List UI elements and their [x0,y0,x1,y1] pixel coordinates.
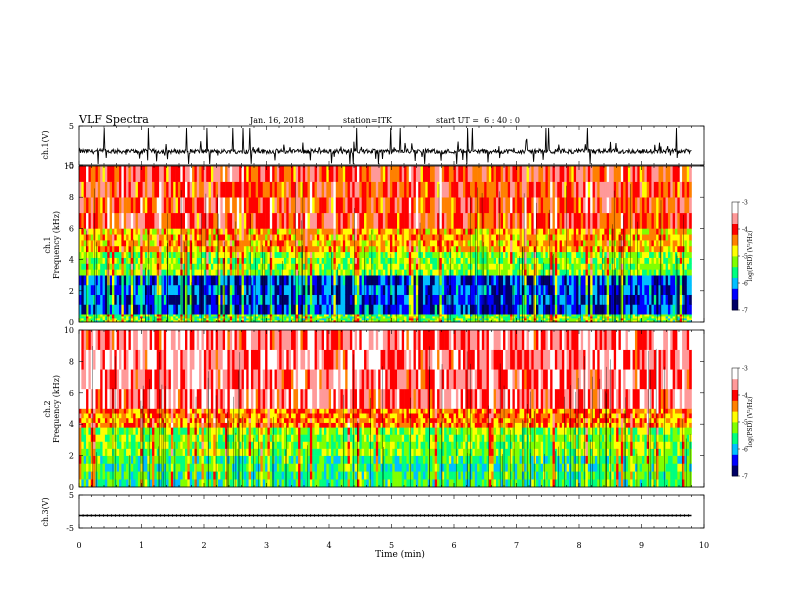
ch1-voltage-axis-label: ch.1(V) [41,130,50,159]
time-tick-label: 3 [264,541,269,550]
ch3-waveform-panel: 5 -5 [66,491,705,533]
colorbar-tick-label: -4 [742,393,748,400]
sp2-ytick-label: 6 [69,389,74,398]
sp1-ytick-label: 4 [69,256,74,265]
date-label: Jan. 16, 2018 [249,116,304,125]
sp1-ytick-label: 8 [69,193,74,202]
ch3-voltage-axis-label: ch.3(V) [41,497,50,526]
ch1-frequency-axis-label: ch.1 Frequency (kHz) [43,211,61,279]
sp2-ytick-label: 4 [69,420,74,429]
ch1-ytick-label: 5 [69,122,74,131]
ch2-colorbar: -3 -4 -5 -6 -7 log(PSD) (V²/Hz) [731,366,754,481]
time-axis-label: Time (min) [375,549,425,560]
sp1-spectrogram-image [79,166,692,323]
time-tick-label: 4 [326,541,331,550]
colorbar-label: log(PSD) (V²/Hz) [747,231,754,282]
figure-title: VLF Spectra [78,113,149,126]
time-tick-label: 10 [699,541,709,550]
colorbar-tick-label: -4 [742,227,748,234]
colorbar-tick-label: -7 [742,308,748,315]
sp1-ytick-label: 6 [69,224,74,233]
ch1-waveform-panel: 5 -5 [66,122,705,170]
ch3-ytick-label: 5 [69,491,74,500]
ch3-frame [78,494,705,529]
ch2-spectrogram-panel: 0 2 4 6 8 10 [64,326,705,492]
sp2-ytick-label: 8 [69,357,74,366]
time-tick-label: 7 [514,541,519,550]
time-tick-label: 5 [389,541,394,550]
time-axis: 0 1 2 3 4 5 6 7 8 9 10 [76,541,709,550]
time-tick-label: 8 [576,541,581,550]
start-time-label: start UT = 6 : 40 : 0 [436,116,520,125]
colorbar-tick-label: -6 [742,447,748,454]
sp2-spectrogram-image [79,330,692,488]
time-tick-label: 9 [639,541,644,550]
sp2-ytick-label: 0 [69,483,74,492]
sp2-ytick-label: 2 [69,452,74,461]
time-tick-label: 0 [76,541,81,550]
ch2-frequency-axis-label: ch.2 Frequency (kHz) [43,375,61,443]
station-label: station=ITK [343,116,393,125]
colorbar-tick-label: -6 [742,281,748,288]
time-tick-label: 2 [201,541,206,550]
sp2-ytick-label: 10 [64,326,74,335]
sp1-ytick-label: 0 [69,318,74,327]
time-tick-label: 1 [139,541,144,550]
colorbar-tick-label: -7 [742,474,748,481]
ch1-ytick-label: -5 [66,161,74,170]
colorbar-label: log(PSD) (V²/Hz) [747,397,754,448]
time-tick-label: 6 [451,541,456,550]
sp1-ytick-label: 10 [64,162,74,171]
ch1-spectrogram-panel: 0 2 4 6 8 10 [64,162,705,327]
colorbar-tick-label: -3 [742,366,748,373]
ch1-colorbar: -3 -4 -5 -6 -7 log(PSD) (V²/Hz) [731,200,754,315]
ch3-ytick-label: -5 [66,524,74,533]
colorbar-tick-label: -5 [742,254,748,261]
sp1-ytick-label: 2 [69,287,74,296]
ch1-trace [78,127,692,165]
colorbar-tick-label: -3 [742,200,748,207]
colorbar-tick-label: -5 [742,420,748,427]
